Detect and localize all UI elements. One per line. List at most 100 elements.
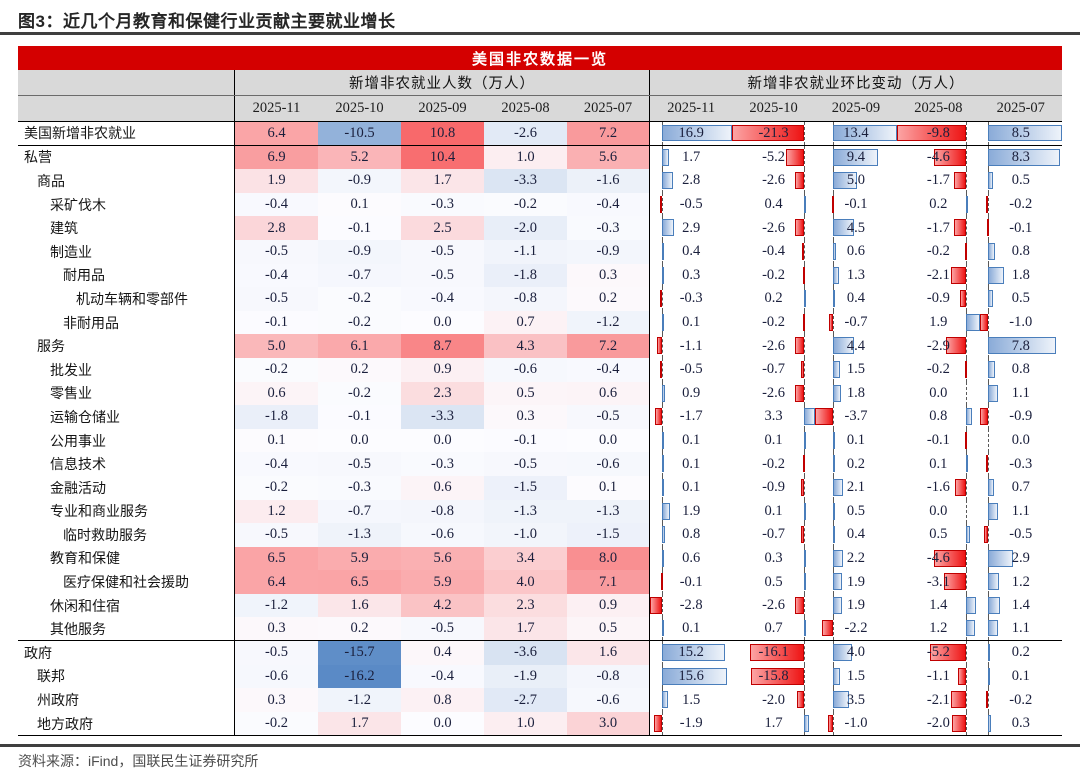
change-cell: 1.9 [650,499,732,524]
count-cell: -0.2 [318,287,401,311]
count-cell: 7.2 [567,334,650,358]
count-cell: -0.5 [235,287,318,311]
change-value: -0.2 [1009,691,1033,708]
source-note: 资料来源：iFind，国联民生证券研究所 [18,753,259,769]
negative-data-bar [801,526,804,544]
change-cell: -21.3 [732,122,814,145]
change-cell: -0.9 [732,475,814,500]
positive-data-bar [988,549,1014,567]
month-header-change-2025-09: 2025-09 [831,100,881,116]
table-row: 金融活动 -0.2 -0.3 0.6 -1.5 0.1 0.1 -0.9 2.1 -1.6 0.7 [18,475,1062,500]
count-cell: 5.6 [401,546,484,571]
table-row: 服务 5.0 6.1 8.7 4.3 7.2 -1.1 -2.6 4.4 -2.9 7.8 [18,334,1062,358]
negative-data-bar [832,195,835,213]
change-cell: 1.4 [980,593,1062,618]
table-row: 采矿伐木 -0.4 0.1 -0.3 -0.2 -0.4 -0.5 0.4 -0.1 0.2 -0.… [18,192,1062,217]
change-value: -2.6 [762,597,786,614]
positive-data-bar [988,125,1062,141]
change-cell: -1.0 [815,711,897,736]
table-row: 地方政府 -0.2 1.7 0.0 1.0 3.0 -1.9 1.7 -1.0 -2.0 0.3 [18,711,1062,736]
positive-data-bar [832,266,839,284]
positive-data-bar [832,455,835,473]
count-cell: -1.2 [318,688,401,712]
change-value: 0.4 [846,526,866,543]
row-label: 其他服务 [18,617,235,641]
change-value: 0.0 [929,384,948,401]
row-label: 美国新增非农就业 [18,122,235,145]
change-value: -0.2 [762,314,786,331]
change-cell: -0.1 [980,216,1062,240]
bar-axis-line [988,310,990,335]
negative-data-bar [750,667,804,685]
table-row: 休闲和住宿 -1.2 1.6 4.2 2.3 0.9 -2.8 -2.6 1.9 1.4 1.4 [18,593,1062,618]
row-label: 服务 [18,334,235,358]
change-value: 1.8 [1011,266,1030,283]
positive-data-bar [832,526,835,544]
negative-data-bar [951,266,967,284]
count-cell: 6.5 [318,570,401,594]
change-cell: 1.3 [815,263,897,288]
count-cell: -0.5 [318,452,401,476]
negative-data-bar [795,384,804,402]
change-value: -0.2 [926,243,950,260]
change-value: -1.1 [679,337,703,354]
change-cell: 0.4 [650,239,732,264]
positive-data-bar [832,644,852,662]
positive-data-bar [988,573,999,591]
change-value: 8.3 [1011,148,1030,165]
change-cell: 0.6 [815,239,897,264]
table-row: 联邦 -0.6 -16.2 -0.4 -1.9 -0.8 15.6 -15.8 1.5 -1.1 0… [18,664,1062,689]
change-value: 1.1 [1011,620,1030,637]
change-value: 0.1 [1011,667,1030,684]
row-label: 地方政府 [18,711,235,736]
bar-axis-line [966,145,968,170]
count-cell: 1.6 [318,593,401,618]
count-cell: -3.6 [484,641,567,665]
row-label: 信息技术 [18,452,235,476]
change-value: -0.9 [926,290,950,307]
negative-data-bar [954,219,967,237]
row-label: 临时救助服务 [18,523,235,547]
negative-data-bar [800,478,804,496]
change-cell: 2.2 [815,546,897,571]
positive-data-bar [832,125,898,141]
count-cell: -0.2 [318,381,401,406]
positive-data-bar [832,596,842,614]
change-cell: 1.1 [980,617,1062,641]
change-value: -1.0 [1009,314,1033,331]
positive-data-bar [988,337,1056,355]
table-row: 零售业 0.6 -0.2 2.3 0.5 0.6 0.9 -2.6 1.8 0.0 1.1 [18,381,1062,406]
table-row: 专业和商业服务 1.2 -0.7 -0.8 -1.3 -1.3 1.9 0.1 0.5 0.0 1.… [18,499,1062,524]
change-cell: -2.6 [732,334,814,358]
change-value: 1.7 [764,715,783,732]
bar-axis-line [661,192,663,217]
row-label: 制造业 [18,239,235,264]
negative-data-bar [980,408,989,426]
positive-data-bar [832,573,842,591]
change-value: 1.9 [846,573,866,590]
change-value: -2.6 [762,384,786,401]
change-value: 1.5 [846,667,866,684]
change-value: 0.5 [1011,290,1030,307]
bar-axis-line [803,688,805,712]
row-label: 采矿伐木 [18,192,235,217]
change-value: -0.4 [762,243,786,260]
change-value: 0.1 [682,455,701,472]
change-cell: 2.9 [650,216,732,240]
row-label: 州政府 [18,688,235,712]
months-header-row: 2025-11 2025-10 2025-09 2025-08 2025-07 2025-… [18,96,1062,122]
change-cell: -2.9 [897,334,979,358]
negative-data-bar [801,360,804,378]
bar-axis-line [803,641,805,665]
count-cell: 8.7 [401,334,484,358]
count-cell: -1.8 [235,405,318,429]
change-cell: 0.4 [732,192,814,217]
change-cell: 0.0 [897,499,979,524]
bar-axis-line [803,357,805,382]
table-row: 制造业 -0.5 -0.9 -0.5 -1.1 -0.9 0.4 -0.4 0.6 -0.2 0.8 [18,239,1062,264]
positive-data-bar [661,478,664,496]
count-cell: -0.3 [567,216,650,240]
positive-data-bar [661,691,668,709]
change-cell: -0.5 [980,523,1062,547]
change-cell: 3.5 [815,688,897,712]
